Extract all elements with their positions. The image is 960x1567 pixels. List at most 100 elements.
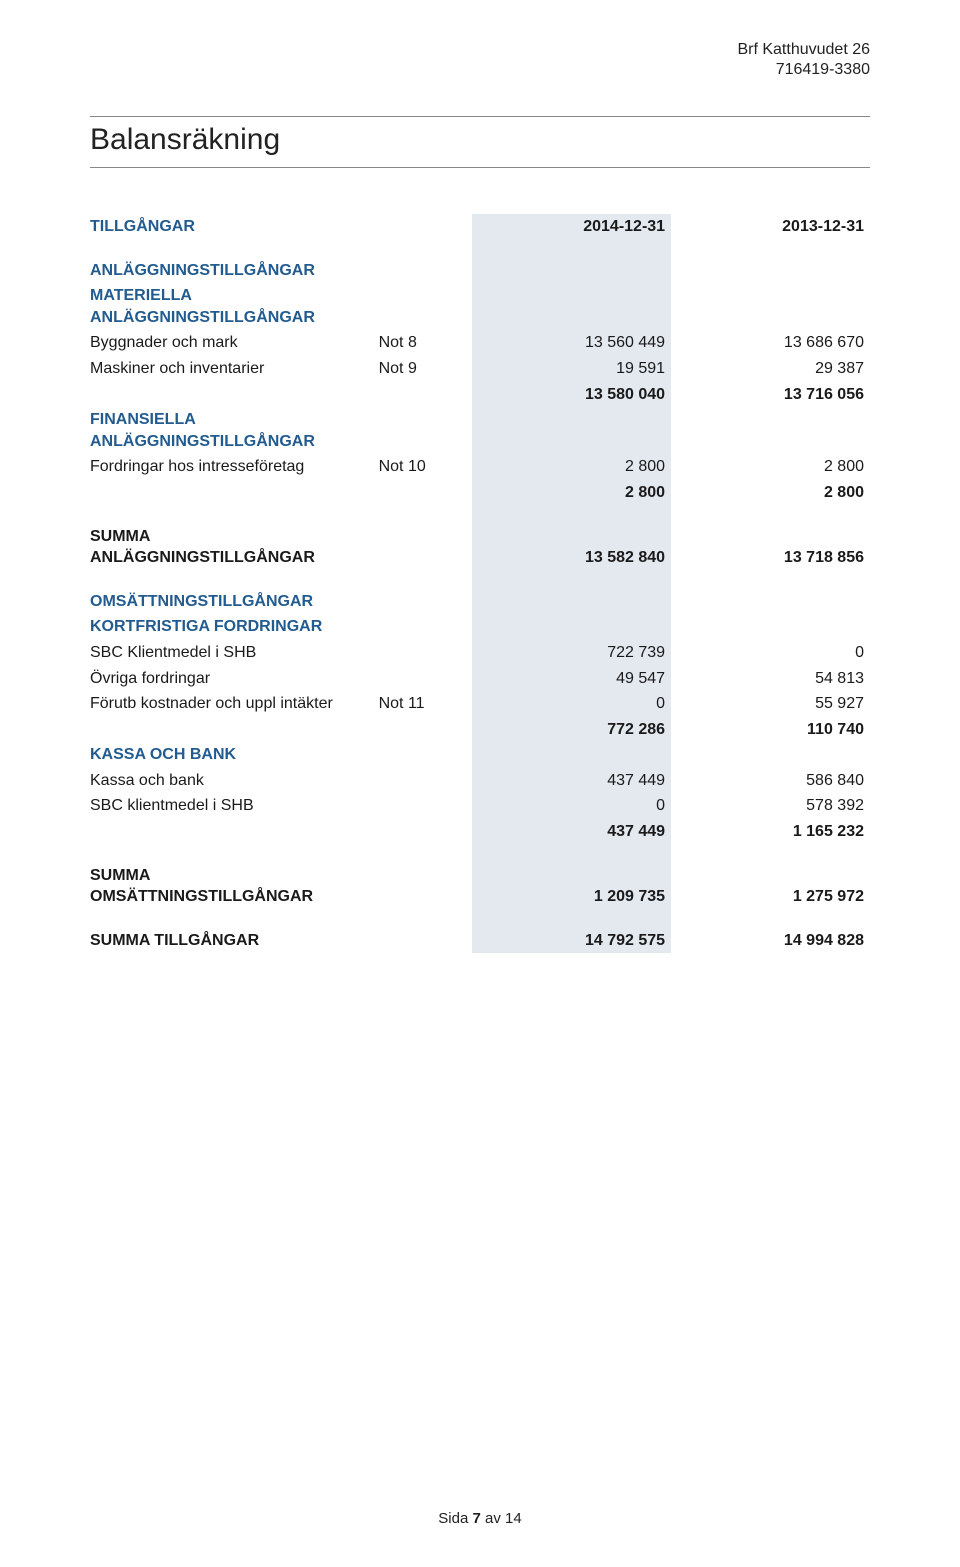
s [379,283,473,330]
section-head: ANLÄGGNINGSTILLGÅNGAR [90,258,379,284]
section-total-y1: 1 209 735 [472,863,671,910]
s [90,240,379,258]
s [379,524,473,571]
page-title: Balansräkning [90,116,870,168]
s [379,863,473,910]
s [671,571,870,589]
s [472,571,671,589]
footer-prefix: Sida [438,1510,472,1527]
group-head: MATERIELLA ANLÄGGNINGSTILLGÅNGAR [90,283,379,330]
page-footer: Sida 7 av 14 [0,1510,960,1527]
row-label: SBC Klientmedel i SHB [90,640,379,666]
section-total-y1: 13 582 840 [472,524,671,571]
s [671,910,870,928]
row-note [379,666,473,692]
row-y1: 2 800 [472,454,671,480]
section-total-y2: 13 718 856 [671,524,870,571]
subtotal-y1: 2 800 [472,480,671,506]
s [472,742,671,768]
row-label: Förutb kostnader och uppl intäkter [90,691,379,717]
row-note: Not 11 [379,691,473,717]
s [472,258,671,284]
footer-page: 7 [472,1510,480,1527]
grand-total-label: SUMMA TILLGÅNGAR [90,928,379,954]
subtotal-y1: 437 449 [472,819,671,845]
row-label: Övriga fordringar [90,666,379,692]
subtotal-label [90,382,379,408]
row-note [379,640,473,666]
s [379,258,473,284]
s [379,480,473,506]
s [379,407,473,454]
row-label: SBC klientmedel i SHB [90,793,379,819]
row-label: Kassa och bank [90,768,379,794]
s [671,589,870,615]
subtotal-y2: 13 716 056 [671,382,870,408]
row-label: Maskiner och inventarier [90,356,379,382]
s [379,571,473,589]
section-head: OMSÄTTNINGSTILLGÅNGAR [90,589,379,615]
s [379,589,473,615]
footer-total: 14 [505,1510,522,1527]
s [671,506,870,524]
row-y2: 0 [671,640,870,666]
s [671,283,870,330]
row-label: Fordringar hos intresseföretag [90,454,379,480]
s [671,240,870,258]
row-note: Not 8 [379,330,473,356]
s [671,845,870,863]
subtotal-label [90,480,379,506]
row-y1: 437 449 [472,768,671,794]
s [90,506,379,524]
col-head-y1: 2014-12-31 [472,214,671,240]
s [472,506,671,524]
row-y2: 586 840 [671,768,870,794]
s [472,240,671,258]
s [90,571,379,589]
row-y1: 0 [472,793,671,819]
row-y2: 29 387 [671,356,870,382]
col-head-main: TILLGÅNGAR [90,214,379,240]
s [472,283,671,330]
grand-total-y1: 14 792 575 [472,928,671,954]
s [472,910,671,928]
group-head: KORTFRISTIGA FORDRINGAR [90,614,379,640]
s [472,845,671,863]
row-label: Byggnader och mark [90,330,379,356]
s [379,928,473,954]
row-note [379,793,473,819]
section-total-label: SUMMA OMSÄTTNINGSTILLGÅNGAR [90,863,379,910]
s [379,819,473,845]
row-y1: 19 591 [472,356,671,382]
subtotal-label [90,717,379,743]
header-line-2: 716419-3380 [90,60,870,80]
s [379,910,473,928]
s [472,589,671,615]
row-y2: 2 800 [671,454,870,480]
balance-sheet-table: TILLGÅNGAR2014-12-312013-12-31ANLÄGGNING… [90,214,870,953]
section-total-label: SUMMA ANLÄGGNINGSTILLGÅNGAR [90,524,379,571]
s [671,258,870,284]
s [671,742,870,768]
s [90,845,379,863]
row-y1: 722 739 [472,640,671,666]
row-y1: 13 560 449 [472,330,671,356]
s [379,717,473,743]
subtotal-y2: 110 740 [671,717,870,743]
row-y2: 54 813 [671,666,870,692]
subtotal-y2: 1 165 232 [671,819,870,845]
s [671,614,870,640]
grand-total-y2: 14 994 828 [671,928,870,954]
s [671,407,870,454]
header-line-1: Brf Katthuvudet 26 [90,40,870,60]
row-y2: 13 686 670 [671,330,870,356]
group-head: FINANSIELLA ANLÄGGNINGSTILLGÅNGAR [90,407,379,454]
s [472,407,671,454]
row-y2: 55 927 [671,691,870,717]
row-y2: 578 392 [671,793,870,819]
subtotal-y2: 2 800 [671,480,870,506]
s [379,506,473,524]
s [379,614,473,640]
s [379,742,473,768]
s [379,240,473,258]
